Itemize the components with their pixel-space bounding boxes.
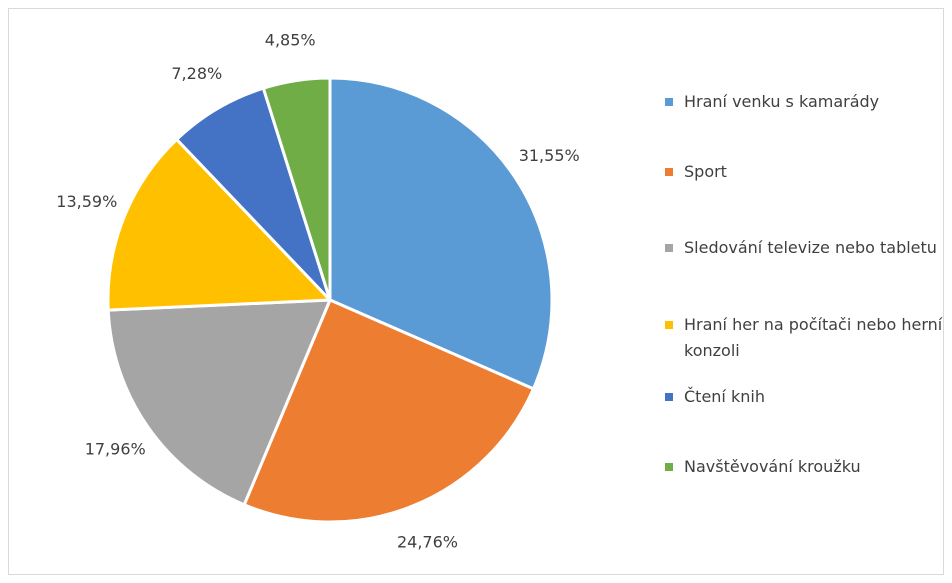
pie-slice (106, 298, 332, 507)
legend-item: Hraní her na počítači nebo herní konzoli (665, 312, 947, 364)
legend-label: Navštěvování kroužku (684, 457, 861, 476)
legend-label: Hraní venku s kamarády (684, 92, 880, 111)
pie-slices (106, 76, 554, 524)
slice-value-label: 13,59% (56, 192, 117, 211)
legend-item: Hraní venku s kamarády (665, 89, 947, 115)
slice-value-label: 17,96% (85, 440, 146, 459)
legend-swatch (665, 168, 673, 176)
slice-value-label: 24,76% (397, 533, 458, 552)
slice-value-label: 31,55% (519, 146, 580, 165)
legend-swatch (665, 98, 673, 106)
pie-slice (175, 86, 332, 302)
pie-slice (261, 76, 332, 302)
legend-swatch (665, 321, 673, 329)
pie-value-labels: 31,55% 24,76% 17,96% 13,59% 7,28% 4,85% (56, 31, 579, 552)
legend-item: Sport (665, 159, 947, 185)
slice-value-label: 7,28% (171, 64, 222, 83)
legend-swatch (665, 463, 673, 471)
legend-item: Sledování televize nebo tabletu (665, 235, 947, 261)
legend-label: Hraní her na počítači nebo herní konzoli (684, 315, 943, 360)
legend-item: Navštěvování kroužku (665, 454, 947, 480)
pie-slice (242, 298, 535, 524)
pie-slice (106, 137, 332, 312)
legend-label: Sport (684, 162, 727, 181)
legend-swatch (665, 393, 673, 401)
pie-slice (328, 76, 554, 391)
legend-label: Čtení knih (684, 387, 765, 406)
legend-swatch (665, 244, 673, 252)
slice-value-label: 4,85% (265, 31, 316, 50)
legend-item: Čtení knih (665, 384, 947, 410)
legend-label: Sledování televize nebo tabletu (684, 238, 937, 257)
